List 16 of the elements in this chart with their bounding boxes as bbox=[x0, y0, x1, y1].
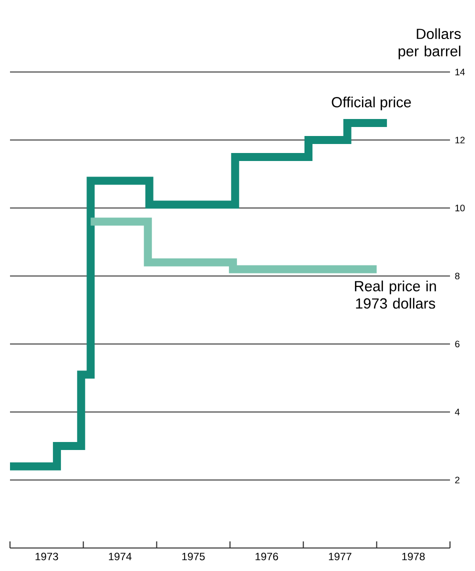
x-tick-label: 1974 bbox=[108, 552, 132, 560]
series-label: Real price in 1973 dollars bbox=[354, 280, 436, 309]
x-tick-label: 1976 bbox=[256, 552, 278, 560]
y-tick-label: 6 bbox=[455, 340, 460, 348]
y-axis-title: Dollars per barrel bbox=[398, 28, 461, 60]
y-tick-label: 2 bbox=[455, 476, 460, 484]
y-tick-label: 4 bbox=[454, 408, 460, 416]
x-tick-label: 1977 bbox=[328, 552, 352, 560]
y-tick-label: 14 bbox=[455, 68, 465, 76]
series-label: Official price bbox=[332, 96, 411, 110]
y-tick-label: 10 bbox=[455, 204, 465, 212]
y-tick-label: 8 bbox=[455, 272, 460, 280]
y-tick-label: 12 bbox=[455, 136, 465, 144]
x-tick-label: 1978 bbox=[402, 552, 425, 560]
x-tick-label: 1973 bbox=[36, 552, 58, 560]
x-tick-label: 1975 bbox=[182, 552, 205, 560]
